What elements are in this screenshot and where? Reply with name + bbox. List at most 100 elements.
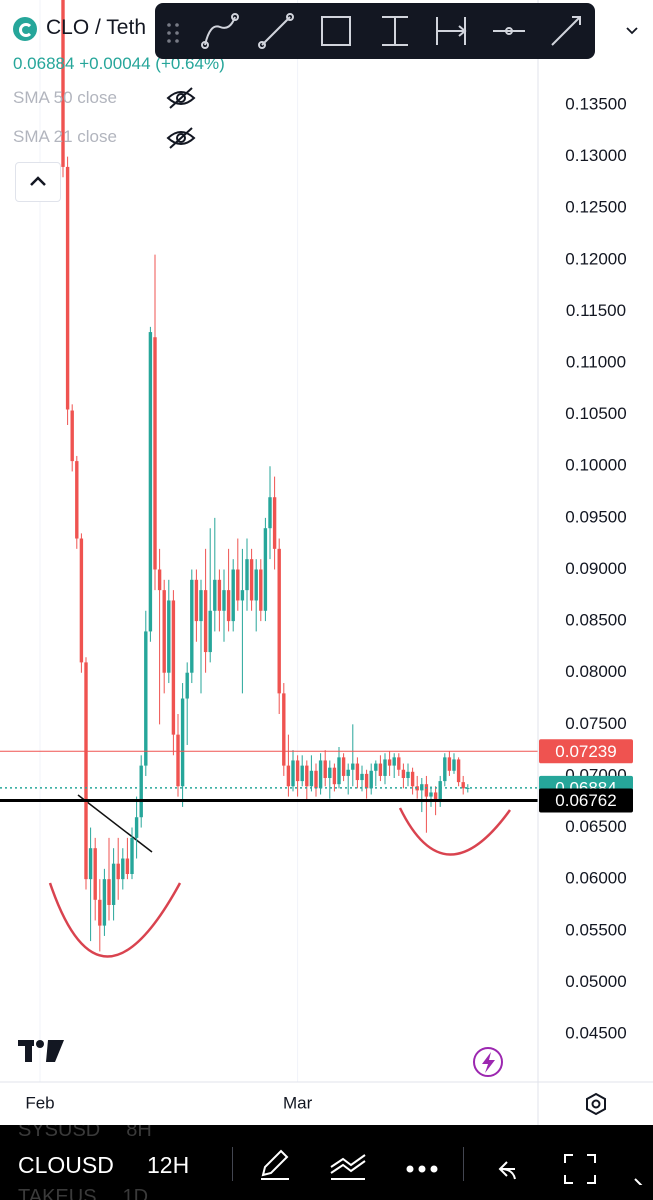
candle-body — [392, 757, 396, 766]
candle-body — [452, 759, 456, 771]
price-axis: 0.045000.050000.055000.060000.065000.070… — [25, 94, 626, 1112]
watchlist-item[interactable]: TAKEUS 1D — [18, 1186, 148, 1200]
candle-body — [65, 166, 70, 410]
y-tick-label: 0.11500 — [566, 301, 626, 320]
candle-body — [364, 773, 369, 789]
candle-body — [456, 759, 461, 783]
bottom-icons — [261, 1149, 643, 1185]
y-tick-label: 0.13500 — [565, 94, 626, 113]
bottom-bar: SYSUSD 8H TAKEUS 1D CLOUSD 12H — [0, 1125, 653, 1200]
tool-curve[interactable] — [204, 16, 236, 46]
drawings — [48, 794, 512, 958]
candle-body — [383, 759, 387, 776]
tool-rect[interactable] — [321, 16, 351, 46]
y-tick-label: 0.10000 — [565, 456, 626, 475]
candle-body — [272, 497, 277, 549]
price-tag — [539, 739, 633, 764]
candle-body — [134, 817, 139, 838]
y-tick-label: 0.08500 — [565, 611, 626, 630]
candle-body — [240, 590, 245, 601]
candle-body — [282, 693, 286, 766]
candle-body — [360, 773, 364, 781]
candle-body — [291, 760, 295, 787]
candle-body — [406, 771, 410, 779]
candle-body — [346, 769, 350, 776]
candle-body — [328, 767, 332, 779]
y-tick-label: 0.09000 — [565, 559, 626, 578]
tool-date-range[interactable] — [436, 17, 467, 45]
candle-body — [93, 848, 97, 900]
candle-body — [194, 579, 199, 622]
candle-body — [107, 879, 111, 905]
layers-button[interactable] — [330, 1154, 366, 1180]
candle-body — [121, 858, 125, 880]
indicator-label[interactable]: SMA 21 close — [13, 127, 117, 146]
candle-body — [369, 770, 373, 789]
candle-body — [98, 899, 102, 926]
candle-body — [447, 757, 452, 771]
current-interval[interactable]: 12H — [147, 1152, 190, 1178]
candle-body — [355, 763, 360, 781]
tool-arrow[interactable] — [551, 16, 581, 46]
y-tick-label: 0.05000 — [565, 972, 626, 991]
candle-body — [309, 770, 314, 787]
drawing-curve — [398, 807, 512, 856]
candle-body — [226, 590, 231, 622]
candle-body — [374, 763, 378, 771]
candle-body — [466, 787, 470, 789]
candle-body — [190, 579, 194, 673]
price-tag-label: 0.06762 — [555, 791, 616, 810]
undo-button[interactable] — [498, 1161, 516, 1180]
candle-body — [222, 590, 226, 611]
x-tick-label: Mar — [283, 1093, 313, 1112]
candle-body — [171, 600, 176, 735]
dropdown-button[interactable] — [622, 20, 642, 40]
candle-body — [79, 538, 84, 663]
drawing-trendline — [77, 794, 153, 853]
candle-body — [314, 770, 318, 789]
candle-body — [148, 332, 153, 632]
fullscreen-button[interactable] — [564, 1154, 596, 1184]
candle-body — [378, 763, 383, 776]
tv-logo — [18, 1040, 64, 1062]
watchlist-item[interactable]: SYSUSD 8H — [18, 1125, 152, 1142]
candle-body — [75, 461, 79, 539]
current-symbol[interactable]: CLOUSD — [18, 1152, 114, 1178]
hide-icons[interactable] — [165, 86, 197, 150]
y-tick-label: 0.06000 — [565, 869, 626, 888]
candle-body — [231, 569, 235, 622]
tool-price-range[interactable] — [382, 16, 408, 46]
candle-body — [153, 337, 157, 570]
candle-body — [415, 786, 419, 791]
symbol-logo — [13, 17, 37, 41]
last-price: 0.06884 — [13, 54, 75, 73]
candles — [61, 0, 470, 952]
collapse-button[interactable] — [15, 162, 61, 202]
indicator-label[interactable]: SMA 50 close — [13, 88, 117, 107]
watch-symbol: TAKEUS — [18, 1186, 97, 1200]
candle-body — [410, 771, 415, 787]
settings-button[interactable] — [586, 1092, 606, 1116]
candle-body — [295, 760, 300, 782]
candle-body — [208, 610, 212, 653]
candle-body — [397, 757, 401, 770]
candle-body — [341, 757, 346, 776]
symbol-title[interactable]: CLO / Teth — [46, 16, 146, 39]
watch-interval: 8H — [126, 1125, 152, 1141]
draw-button[interactable] — [261, 1149, 289, 1180]
x-tick-label: Feb — [25, 1093, 54, 1112]
candle-body — [84, 662, 88, 880]
lightning-button[interactable] — [473, 1047, 503, 1077]
chart: 0.045000.050000.055000.060000.065000.070… — [0, 0, 653, 1125]
candle-body — [249, 559, 254, 601]
tool-line[interactable] — [261, 16, 291, 46]
candle-body — [111, 863, 116, 905]
candle-body — [125, 858, 130, 875]
candle-body — [88, 848, 93, 880]
drawing-toolbar — [155, 3, 595, 59]
candle-body — [433, 792, 438, 801]
y-tick-label: 0.13000 — [565, 146, 626, 165]
candle-body — [203, 590, 208, 653]
